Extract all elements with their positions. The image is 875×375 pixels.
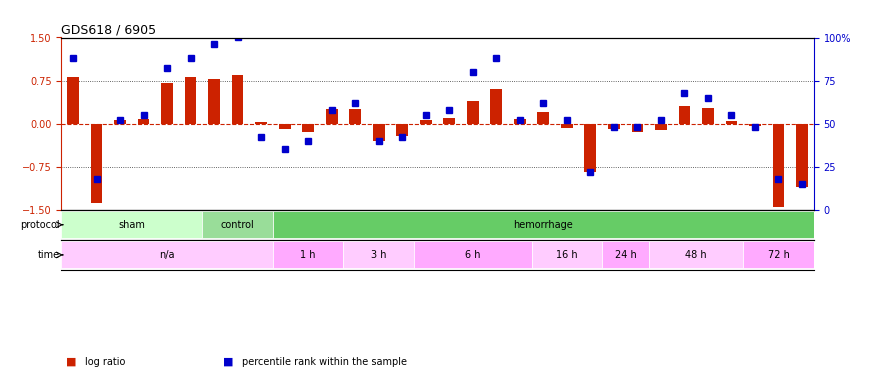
- Bar: [161, 83, 173, 124]
- Text: 24 h: 24 h: [615, 250, 636, 260]
- Bar: [137, 119, 150, 124]
- Bar: [608, 124, 620, 129]
- Bar: [208, 79, 220, 124]
- Bar: [185, 76, 197, 124]
- Bar: [396, 124, 408, 136]
- Bar: [326, 109, 338, 124]
- Bar: [467, 100, 479, 124]
- Bar: [725, 122, 738, 124]
- Text: ■: ■: [223, 357, 234, 367]
- Text: 3 h: 3 h: [371, 250, 387, 260]
- Text: time: time: [38, 250, 60, 260]
- Bar: [349, 109, 361, 124]
- Bar: [796, 124, 808, 187]
- FancyBboxPatch shape: [743, 242, 814, 268]
- Bar: [373, 124, 385, 141]
- FancyBboxPatch shape: [202, 211, 273, 238]
- FancyBboxPatch shape: [414, 242, 532, 268]
- Bar: [561, 124, 573, 128]
- FancyBboxPatch shape: [532, 242, 602, 268]
- Bar: [255, 123, 267, 124]
- Bar: [537, 112, 550, 124]
- Text: log ratio: log ratio: [85, 357, 125, 367]
- Bar: [444, 118, 455, 124]
- Text: ■: ■: [66, 357, 76, 367]
- FancyBboxPatch shape: [344, 242, 414, 268]
- FancyBboxPatch shape: [61, 211, 202, 238]
- Text: hemorrhage: hemorrhage: [514, 220, 573, 230]
- Bar: [302, 124, 314, 132]
- FancyBboxPatch shape: [273, 211, 814, 238]
- Bar: [279, 124, 290, 129]
- Text: 1 h: 1 h: [300, 250, 316, 260]
- FancyBboxPatch shape: [273, 242, 344, 268]
- Bar: [702, 108, 714, 124]
- FancyBboxPatch shape: [649, 242, 743, 268]
- Text: 72 h: 72 h: [767, 250, 789, 260]
- Text: sham: sham: [118, 220, 145, 230]
- Bar: [232, 75, 243, 124]
- Text: n/a: n/a: [159, 250, 175, 260]
- Bar: [514, 119, 526, 124]
- Bar: [91, 124, 102, 203]
- Bar: [114, 120, 126, 124]
- Bar: [655, 124, 667, 130]
- Text: 6 h: 6 h: [465, 250, 480, 260]
- Text: protocol: protocol: [20, 220, 60, 230]
- Text: 16 h: 16 h: [556, 250, 578, 260]
- Bar: [490, 89, 502, 124]
- FancyBboxPatch shape: [61, 242, 273, 268]
- Bar: [420, 120, 431, 124]
- Bar: [773, 124, 784, 207]
- Bar: [632, 124, 643, 132]
- Bar: [749, 124, 761, 126]
- Text: percentile rank within the sample: percentile rank within the sample: [242, 357, 408, 367]
- Text: control: control: [220, 220, 255, 230]
- Text: 48 h: 48 h: [685, 250, 707, 260]
- FancyBboxPatch shape: [602, 242, 649, 268]
- Bar: [67, 76, 79, 124]
- Bar: [584, 124, 596, 172]
- Bar: [678, 106, 690, 124]
- Text: GDS618 / 6905: GDS618 / 6905: [61, 23, 157, 36]
